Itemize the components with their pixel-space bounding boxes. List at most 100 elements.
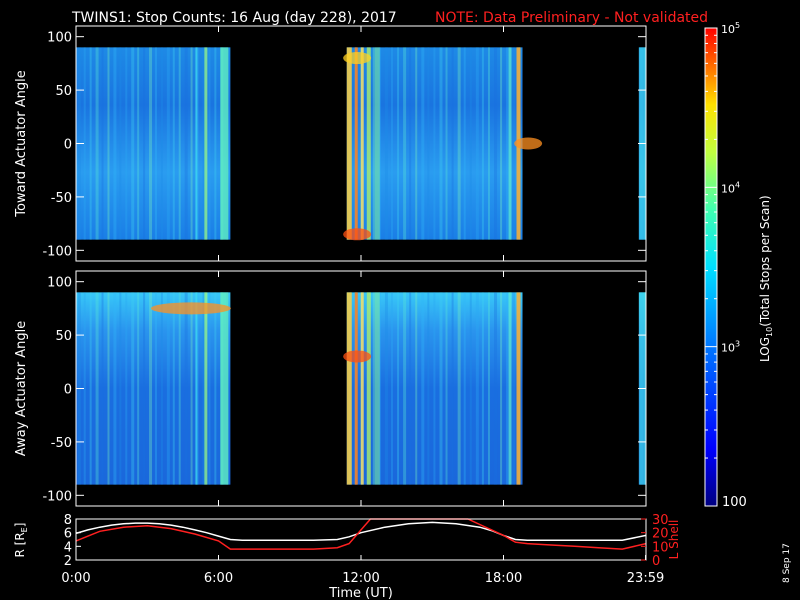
x-tick-label: 23:59 — [627, 571, 664, 586]
heatmap-edge — [374, 47, 380, 240]
heatmap-streak — [439, 47, 443, 240]
x-tick-label: 18:00 — [485, 571, 522, 586]
heatmap-streak — [433, 292, 436, 485]
y-tick-label: 100 — [47, 31, 72, 46]
heatmap-edge — [516, 292, 521, 485]
right-tick-label: 20 — [652, 527, 669, 542]
heatmap-streak — [184, 292, 188, 485]
colorbar-tick-base: 10 — [721, 182, 735, 195]
heatmap-edge — [508, 292, 512, 485]
l-shell-series-line — [75, 518, 647, 550]
x-tick-label: 12:00 — [342, 571, 379, 586]
colorbar-label-sub: 10 — [765, 327, 774, 337]
heatmap-streak — [481, 47, 484, 240]
colorbar-tick-label: 104 — [721, 180, 740, 195]
heatmap-streak — [89, 292, 92, 485]
y-tick-label: 100 — [47, 276, 72, 291]
toward-panel: 100 50 0 -50 -100 Toward Actuator Angle — [14, 25, 647, 262]
heatmap-streak — [178, 292, 181, 485]
heatmap-streak — [500, 292, 503, 485]
r-axis-label: R [RE] — [13, 523, 29, 558]
preliminary-note: NOTE: Data Preliminary - Not validated — [435, 10, 708, 26]
heatmap-edge — [220, 292, 229, 485]
heatmap-streak — [494, 47, 498, 240]
heatmap-streak — [421, 47, 425, 240]
left-tick-label: 6 — [64, 527, 72, 542]
heatmap-streak — [131, 292, 135, 485]
heatmap-streak — [469, 47, 472, 240]
heatmap-streak — [451, 292, 454, 485]
heatmap-streak — [487, 47, 490, 240]
heatmap-streak — [451, 47, 454, 240]
colorbar-label-log: LOG — [758, 337, 772, 362]
heatmap-edge — [366, 292, 371, 485]
heatmap-streak — [397, 47, 400, 240]
heatmap-streak — [463, 292, 466, 485]
colorbar-tick-exponent: 3 — [735, 340, 740, 349]
heatmap-edge — [354, 292, 358, 485]
x-axis-label: Time (UT) — [328, 586, 393, 600]
heatmap-streak — [208, 292, 211, 485]
x-tick-label: 0:00 — [61, 571, 90, 586]
heatmap-streak — [397, 292, 400, 485]
y-tick-label: 50 — [55, 84, 72, 99]
heatmap-streak — [149, 47, 153, 240]
heatmap-streak — [172, 292, 175, 485]
heatmap-hotspot — [150, 302, 231, 315]
heatmap-streak — [166, 292, 170, 485]
heatmap-streak — [160, 47, 163, 240]
heatmap-streak — [178, 47, 181, 240]
heatmap-streak — [475, 47, 479, 240]
r-axis-label-main: R [R — [13, 532, 27, 557]
heatmap-streak — [196, 292, 199, 485]
heatmap-streak — [475, 292, 479, 485]
heatmap-streak — [190, 292, 193, 485]
heatmap-streak — [214, 292, 217, 485]
heatmap-streak — [184, 47, 188, 240]
right-tick-label: 30 — [652, 513, 669, 528]
colorbar-tick-exponent: 4 — [735, 180, 740, 189]
away-panel: 100 50 0 -50 -100 Away Actuator Angle — [14, 270, 647, 507]
heatmap-streak — [457, 292, 461, 485]
heatmap-streak — [512, 292, 516, 485]
y-tick-label: 0 — [64, 383, 72, 398]
heatmap-streak — [113, 47, 117, 240]
heatmap-streak — [101, 47, 104, 240]
heatmap-streak — [500, 47, 503, 240]
heatmap-streak — [154, 47, 157, 240]
heatmap-hotspot — [343, 52, 372, 65]
heatmap-streak — [137, 47, 140, 240]
left-tick-label: 2 — [64, 554, 72, 569]
heatmap-streak — [125, 292, 128, 485]
y-tick-label: -50 — [51, 191, 72, 206]
heatmap-streak — [487, 292, 490, 485]
heatmap-edge — [360, 292, 364, 485]
heatmap-streak — [208, 47, 211, 240]
heatmap-streak — [415, 47, 418, 240]
heatmap-streak — [154, 292, 157, 485]
heatmap-streak — [119, 47, 122, 240]
left-tick-label: 8 — [64, 513, 72, 528]
colorbar-bottom-label: 100 — [722, 495, 747, 510]
heatmap-streak — [427, 47, 430, 240]
heatmap-streak — [125, 47, 128, 240]
right-tick-label: 10 — [652, 540, 669, 555]
heatmap-edge — [360, 47, 364, 240]
heatmap-streak — [83, 292, 86, 485]
colorbar-tick-label: 103 — [721, 340, 740, 355]
heatmap-streak — [89, 47, 92, 240]
right-tick-label: 0 — [652, 554, 660, 569]
heatmap-streak — [409, 292, 412, 485]
heatmap-streak — [107, 292, 110, 485]
heatmap-streak — [415, 292, 418, 485]
r-series-line — [75, 521, 647, 541]
heatmap-streak — [166, 47, 170, 240]
heatmap-streak — [506, 47, 509, 240]
heatmap-streak — [83, 47, 86, 240]
date-stamp: 8 Sep 17 — [782, 543, 792, 583]
heatmap-streak — [131, 47, 135, 240]
heatmap-hotspot — [514, 137, 543, 150]
heatmap-streak — [506, 292, 509, 485]
